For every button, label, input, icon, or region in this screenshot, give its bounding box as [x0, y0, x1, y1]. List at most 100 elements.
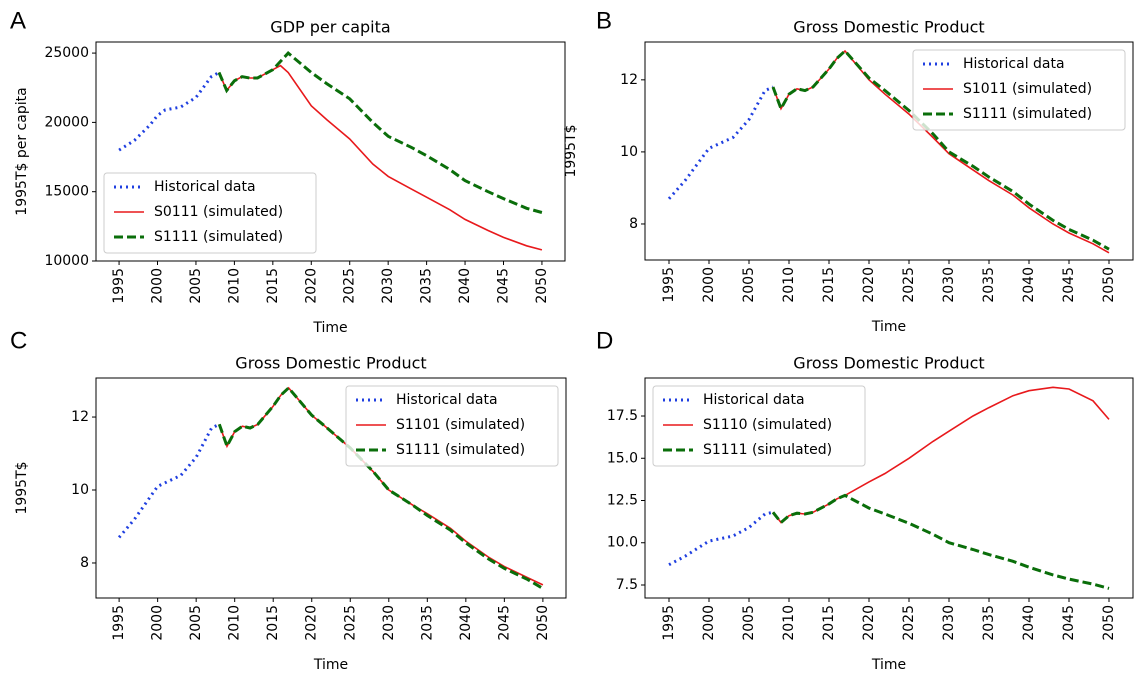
- legend-label: Historical data: [703, 392, 805, 408]
- legend-box: [103, 172, 317, 254]
- x-tick-label: 2035: [419, 605, 435, 641]
- y-tick-label: 10.0: [607, 535, 638, 551]
- x-tick-label: 2000: [150, 268, 166, 304]
- chart-title: Gross Domestic Product: [793, 354, 984, 373]
- x-tick-label: 2020: [303, 268, 319, 304]
- y-axis-label: 1995T$ per capita: [14, 87, 30, 215]
- x-tick-label: 2045: [1061, 267, 1077, 303]
- x-tick-label: 2010: [226, 268, 242, 304]
- series-line: [217, 51, 543, 214]
- legend-box: [912, 49, 1126, 131]
- x-tick-label: 2010: [227, 605, 243, 641]
- legend-label: S1111 (simulated): [396, 442, 525, 458]
- y-tick-label: 8: [629, 216, 638, 232]
- x-tick-label: 2025: [901, 605, 917, 641]
- legend-label: S1111 (simulated): [154, 229, 283, 245]
- chart-title: GDP per capita: [270, 18, 390, 37]
- x-tick-label: 2040: [458, 605, 474, 641]
- panel-label: C: [10, 327, 27, 354]
- x-tick-label: 2035: [981, 605, 997, 641]
- y-axis-label: 1995T$: [14, 461, 30, 514]
- legend-label: S1110 (simulated): [703, 417, 832, 433]
- x-tick-label: 1995: [111, 268, 127, 304]
- x-tick-label: 2020: [304, 605, 320, 641]
- x-tick-label: 2005: [741, 605, 757, 641]
- x-tick-label: 2020: [861, 605, 877, 641]
- x-tick-label: 1995: [661, 267, 677, 303]
- panel-label: A: [10, 7, 26, 34]
- y-tick-label: 17.5: [607, 408, 638, 424]
- legend: Historical data S1110 (simulated) S1111 (s…: [652, 385, 866, 467]
- x-tick-label: 2015: [821, 267, 837, 303]
- x-tick-label: 2015: [821, 605, 837, 641]
- x-tick-label: 2030: [941, 267, 957, 303]
- y-tick-label: 15.0: [607, 450, 638, 466]
- x-tick-label: 2025: [901, 267, 917, 303]
- x-tick-label: 2025: [342, 268, 358, 304]
- y-tick-label: 8: [80, 555, 89, 571]
- y-tick-label: 12: [71, 409, 89, 425]
- x-tick-label: 2015: [265, 605, 281, 641]
- legend-label: Historical data: [963, 56, 1065, 72]
- x-tick-label: 2035: [981, 267, 997, 303]
- x-tick-label: 2010: [781, 267, 797, 303]
- series-line: [217, 385, 544, 590]
- legend: Historical data S1101 (simulated) S1111 (s…: [345, 385, 559, 467]
- x-tick-label: 2050: [1101, 605, 1117, 641]
- panel-label: D: [596, 327, 613, 354]
- x-tick-label: 2045: [496, 605, 512, 641]
- legend-label: S1011 (simulated): [963, 81, 1092, 97]
- y-tick-label: 10: [620, 144, 638, 160]
- legend-label: S1111 (simulated): [963, 106, 1092, 122]
- y-tick-label: 20000: [44, 114, 89, 130]
- panel-label: B: [596, 7, 612, 34]
- x-axis-label: Time: [313, 657, 348, 673]
- x-tick-label: 2050: [535, 605, 551, 641]
- legend: Historical data S1011 (simulated) S1111 (s…: [912, 49, 1126, 131]
- legend-label: S1101 (simulated): [396, 417, 525, 433]
- legend-label: Historical data: [396, 392, 498, 408]
- x-tick-label: 2040: [1021, 267, 1037, 303]
- x-tick-label: 2025: [342, 605, 358, 641]
- legend-box: [345, 385, 559, 467]
- y-tick-label: 25000: [44, 45, 89, 61]
- x-tick-label: 2005: [741, 267, 757, 303]
- x-tick-label: 2005: [188, 605, 204, 641]
- x-tick-label: 2000: [701, 267, 717, 303]
- x-tick-label: 2045: [1061, 605, 1077, 641]
- chart-title: Gross Domestic Product: [793, 18, 984, 37]
- x-tick-label: 2000: [701, 605, 717, 641]
- x-tick-label: 1995: [661, 605, 677, 641]
- y-tick-label: 10: [71, 482, 89, 498]
- x-tick-label: 2010: [781, 605, 797, 641]
- series-line: [117, 422, 220, 539]
- x-tick-label: 2035: [419, 268, 435, 304]
- y-tick-label: 15000: [44, 184, 89, 200]
- y-tick-label: 12.5: [607, 493, 638, 509]
- legend-label: S1111 (simulated): [703, 442, 832, 458]
- legend-box: [652, 385, 866, 467]
- x-tick-label: 2030: [380, 268, 396, 304]
- y-tick-label: 7.5: [616, 577, 638, 593]
- y-tick-label: 10000: [44, 253, 89, 269]
- x-tick-label: 2000: [150, 605, 166, 641]
- x-tick-label: 2050: [534, 268, 550, 304]
- x-tick-label: 2030: [381, 605, 397, 641]
- x-tick-label: 1995: [111, 605, 127, 641]
- y-axis-label: 1995T$: [563, 124, 579, 177]
- series-line: [772, 386, 1110, 524]
- x-tick-label: 2020: [861, 267, 877, 303]
- x-tick-label: 2005: [188, 268, 204, 304]
- series-line: [771, 48, 1110, 251]
- legend: Historical data S0111 (simulated) S1111 (s…: [103, 172, 317, 254]
- legend-label: Historical data: [154, 179, 256, 195]
- legend-label: S0111 (simulated): [154, 204, 283, 220]
- series-line: [668, 510, 774, 567]
- y-tick-label: 12: [620, 72, 638, 88]
- x-axis-label: Time: [312, 320, 347, 336]
- x-tick-label: 2045: [495, 268, 511, 304]
- x-tick-label: 2050: [1101, 267, 1117, 303]
- x-axis-label: Time: [871, 319, 906, 335]
- x-tick-label: 2040: [457, 268, 473, 304]
